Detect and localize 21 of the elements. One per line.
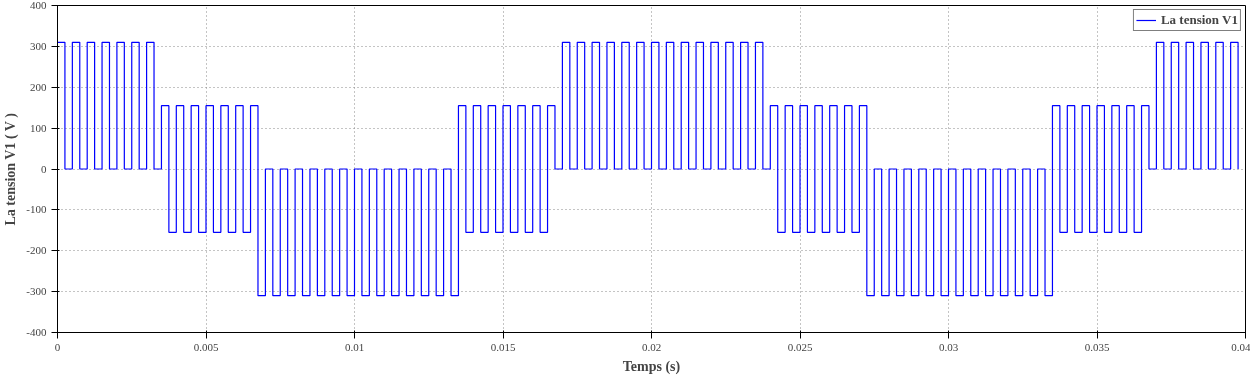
y-tick-label: 100 [30, 121, 47, 134]
x-tick-label: 0.005 [193, 340, 219, 353]
x-tick-label: 0.01 [344, 340, 365, 353]
x-tick-label: 0.04 [1231, 340, 1251, 353]
y-tick-label: 200 [30, 80, 47, 93]
y-axis-title: La tension V1 ( V ) [3, 112, 20, 226]
y-tick-label: -100 [26, 203, 47, 216]
x-tick-label: 0.03 [938, 340, 959, 353]
y-tick-label: 0 [41, 162, 47, 175]
y-tick-label: -300 [26, 285, 47, 298]
x-tick-label: 0.02 [641, 340, 662, 353]
x-tick-label: 0.035 [1084, 340, 1110, 353]
legend-label: La tension V1 [1160, 12, 1238, 28]
x-tick-label: 0.025 [787, 340, 813, 353]
x-axis-title: Temps (s) [622, 358, 681, 375]
y-tick-label: -400 [26, 326, 47, 338]
y-tick-label: 300 [30, 39, 47, 52]
y-tick-label: -200 [26, 244, 47, 257]
x-tick-label: 0.015 [490, 340, 516, 353]
x-tick-label: 0 [54, 340, 61, 353]
y-tick-label: 400 [30, 0, 47, 11]
